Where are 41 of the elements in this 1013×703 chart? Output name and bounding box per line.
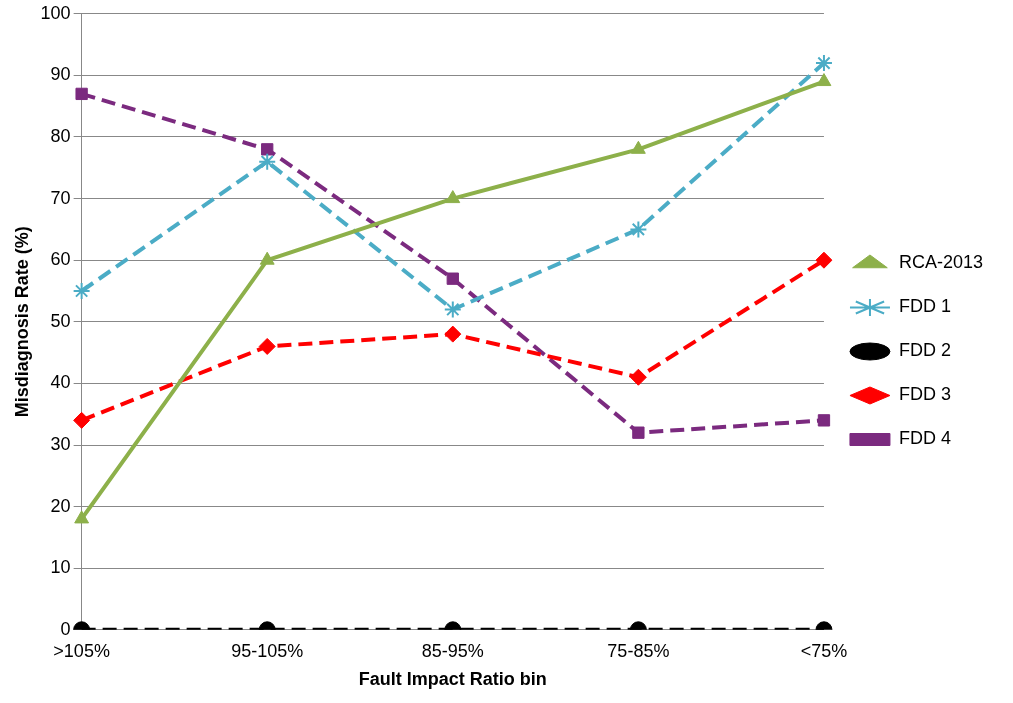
legend-label: RCA-2013	[898, 252, 984, 273]
point	[629, 368, 647, 386]
x-tick-label: <75%	[800, 640, 848, 661]
y-tick-label: 50	[50, 310, 71, 331]
point	[74, 510, 90, 524]
point	[261, 143, 274, 156]
point	[446, 272, 459, 285]
x-tick-label: 95-105%	[231, 640, 304, 661]
point	[632, 426, 645, 439]
legend-label: FDD 2	[898, 340, 951, 361]
point	[444, 325, 462, 343]
legend-label: FDD 3	[898, 384, 951, 405]
point	[815, 251, 833, 269]
x-tick-label: >105%	[53, 640, 110, 661]
y-tick-label: 60	[50, 249, 71, 270]
point	[258, 152, 277, 171]
point	[814, 54, 833, 73]
point	[72, 282, 91, 300]
y-tick-label: 40	[50, 372, 71, 393]
point	[817, 414, 831, 427]
point	[258, 337, 276, 355]
y-tick-label: 0	[60, 618, 71, 639]
point	[629, 220, 648, 239]
y-tick-label: 100	[40, 2, 71, 23]
y-tick-label: 70	[50, 187, 71, 208]
point	[443, 300, 462, 319]
x-axis-title: Fault Impact Ratio bin	[358, 669, 547, 690]
y-tick-label: 80	[50, 125, 71, 146]
point	[445, 190, 461, 204]
point	[75, 87, 88, 101]
x-tick-label: 85-95%	[421, 640, 484, 661]
legend-label: FDD 1	[898, 296, 951, 317]
y-tick-label: 20	[50, 495, 71, 516]
y-axis-title: Misdiagnosis Rate (%)	[11, 226, 32, 418]
y-tick-label: 10	[50, 557, 71, 578]
legend-label: FDD 4	[898, 428, 951, 449]
point	[73, 411, 91, 429]
point	[259, 251, 275, 265]
y-tick-label: 90	[50, 64, 71, 85]
x-tick-label: 75-85%	[607, 640, 670, 661]
y-tick-label: 30	[50, 433, 71, 454]
